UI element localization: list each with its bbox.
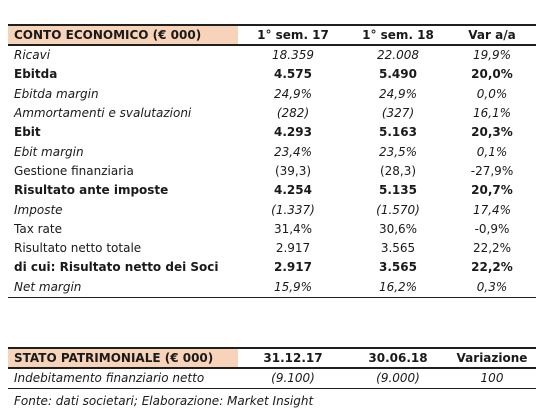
- income-header-var: Var a/a: [448, 24, 536, 46]
- income-value-3: 20,0%: [471, 67, 513, 82]
- income-value-2: (327): [381, 106, 415, 121]
- income-value-3: 0,0%: [476, 86, 508, 101]
- income-row: Ammortamenti e svalutazioni (282) (327) 16,…: [8, 104, 536, 123]
- income-value-2: 5.135: [379, 183, 417, 198]
- income-header-row: CONTO ECONOMICO (€ 000) 1° sem. 17 1° se…: [8, 24, 536, 46]
- income-value-3: 0,3%: [448, 277, 536, 298]
- income-value-1: 2.917: [275, 241, 311, 256]
- income-statement-table: CONTO ECONOMICO (€ 000) 1° sem. 17 1° se…: [8, 24, 536, 298]
- balance-header-label: STATO PATRIMONIALE (€ 000): [8, 347, 238, 369]
- income-row-label: Ebit: [14, 125, 41, 140]
- income-value-1: 2.917: [274, 260, 312, 275]
- income-row-label: Tax rate: [14, 221, 62, 236]
- income-row-label: Ebit margin: [14, 144, 84, 159]
- balance-sheet-table: STATO PATRIMONIALE (€ 000) 31.12.17 30.0…: [8, 347, 536, 390]
- income-value-3: 22,2%: [472, 241, 512, 256]
- income-row: Risultato ante imposte 4.254 5.135 20,7%: [8, 181, 536, 200]
- income-row: Ebitda margin 24,9% 24,9% 0,0%: [8, 85, 536, 104]
- income-row: Risultato netto totale 2.917 3.565 22,2%: [8, 239, 536, 258]
- income-value-1: 4.575: [274, 67, 312, 82]
- income-value-1: (282): [276, 106, 310, 121]
- income-row-label: Imposte: [14, 202, 63, 217]
- income-value-1: (39,3): [274, 163, 312, 178]
- income-value-3: 0,1%: [476, 144, 508, 159]
- balance-header-date-18: 30.06.18: [348, 347, 448, 369]
- income-row: di cui: Risultato netto dei Soci 2.917 3.5…: [8, 258, 536, 277]
- income-value-2: 23,5%: [378, 144, 418, 159]
- income-row: Ebitda 4.575 5.490 20,0%: [8, 65, 536, 84]
- income-row: Imposte (1.337) (1.570) 17,4%: [8, 200, 536, 219]
- income-row: Net margin 15,9% 16,2% 0,3%: [8, 277, 536, 298]
- balance-row-label: Indebitamento finanziario netto: [8, 368, 238, 390]
- income-value-1: (1.337): [271, 202, 315, 217]
- income-value-2: 3.565: [380, 241, 416, 256]
- income-value-1: 31,4%: [273, 221, 313, 236]
- income-value-3: 20,7%: [471, 183, 513, 198]
- income-value-2: 16,2%: [348, 277, 448, 298]
- income-value-1: 4.293: [274, 125, 312, 140]
- income-value-2: (1.570): [376, 202, 420, 217]
- income-value-2: 24,9%: [378, 86, 418, 101]
- balance-value-2: (9.000): [348, 368, 448, 390]
- income-value-3: 16,1%: [472, 106, 512, 121]
- income-value-2: 3.565: [379, 260, 417, 275]
- income-value-1: 18.359: [272, 48, 314, 63]
- income-value-1: 23,4%: [273, 144, 313, 159]
- income-value-1: 24,9%: [273, 86, 313, 101]
- income-value-3: -27,9%: [470, 163, 514, 178]
- balance-header-change: Variazione: [448, 347, 536, 369]
- balance-value-3: 100: [448, 368, 536, 390]
- balance-header-row: STATO PATRIMONIALE (€ 000) 31.12.17 30.0…: [8, 347, 536, 369]
- income-value-2: 5.163: [379, 125, 417, 140]
- income-row-label: Ebitda margin: [14, 86, 99, 101]
- income-row: Ebit margin 23,4% 23,5% 0,1%: [8, 142, 536, 161]
- income-value-2: 5.490: [379, 67, 417, 82]
- income-row: Gestione finanziaria (39,3) (28,3) -27,9%: [8, 162, 536, 181]
- income-value-2: 22.008: [377, 48, 419, 63]
- income-value-1: 15,9%: [238, 277, 348, 298]
- balance-header-date-17: 31.12.17: [238, 347, 348, 369]
- income-row-label: Risultato netto totale: [14, 241, 142, 256]
- income-value-2: (28,3): [379, 163, 417, 178]
- income-value-3: 22,2%: [471, 260, 513, 275]
- income-row-label: Ricavi: [14, 48, 51, 63]
- balance-value-1: (9.100): [238, 368, 348, 390]
- income-value-3: 19,9%: [472, 48, 512, 63]
- income-row: Tax rate 31,4% 30,6% -0,9%: [8, 220, 536, 239]
- income-header-h1-18: 1° sem. 18: [348, 24, 448, 46]
- income-row-label: Risultato ante imposte: [14, 183, 169, 198]
- income-row-label: di cui: Risultato netto dei Soci: [14, 260, 219, 275]
- income-value-3: -0,9%: [474, 221, 510, 236]
- income-value-1: 4.254: [274, 183, 312, 198]
- income-header-h1-17: 1° sem. 17: [238, 24, 348, 46]
- income-row-label: Ebitda: [14, 67, 58, 82]
- income-row-label: Gestione finanziaria: [14, 163, 134, 178]
- income-value-2: 30,6%: [378, 221, 418, 236]
- income-header-label: CONTO ECONOMICO (€ 000): [8, 24, 238, 46]
- income-row: Ricavi 18.359 22.008 19,9%: [8, 45, 536, 65]
- income-value-3: 20,3%: [471, 125, 513, 140]
- income-row-label: Net margin: [8, 277, 238, 298]
- income-value-3: 17,4%: [472, 202, 512, 217]
- balance-row: Indebitamento finanziario netto (9.100) (9…: [8, 368, 536, 390]
- income-row: Ebit 4.293 5.163 20,3%: [8, 123, 536, 142]
- source-footnote: Fonte: dati societari; Elaborazione: Mar…: [14, 394, 314, 408]
- income-row-label: Ammortamenti e svalutazioni: [14, 106, 192, 121]
